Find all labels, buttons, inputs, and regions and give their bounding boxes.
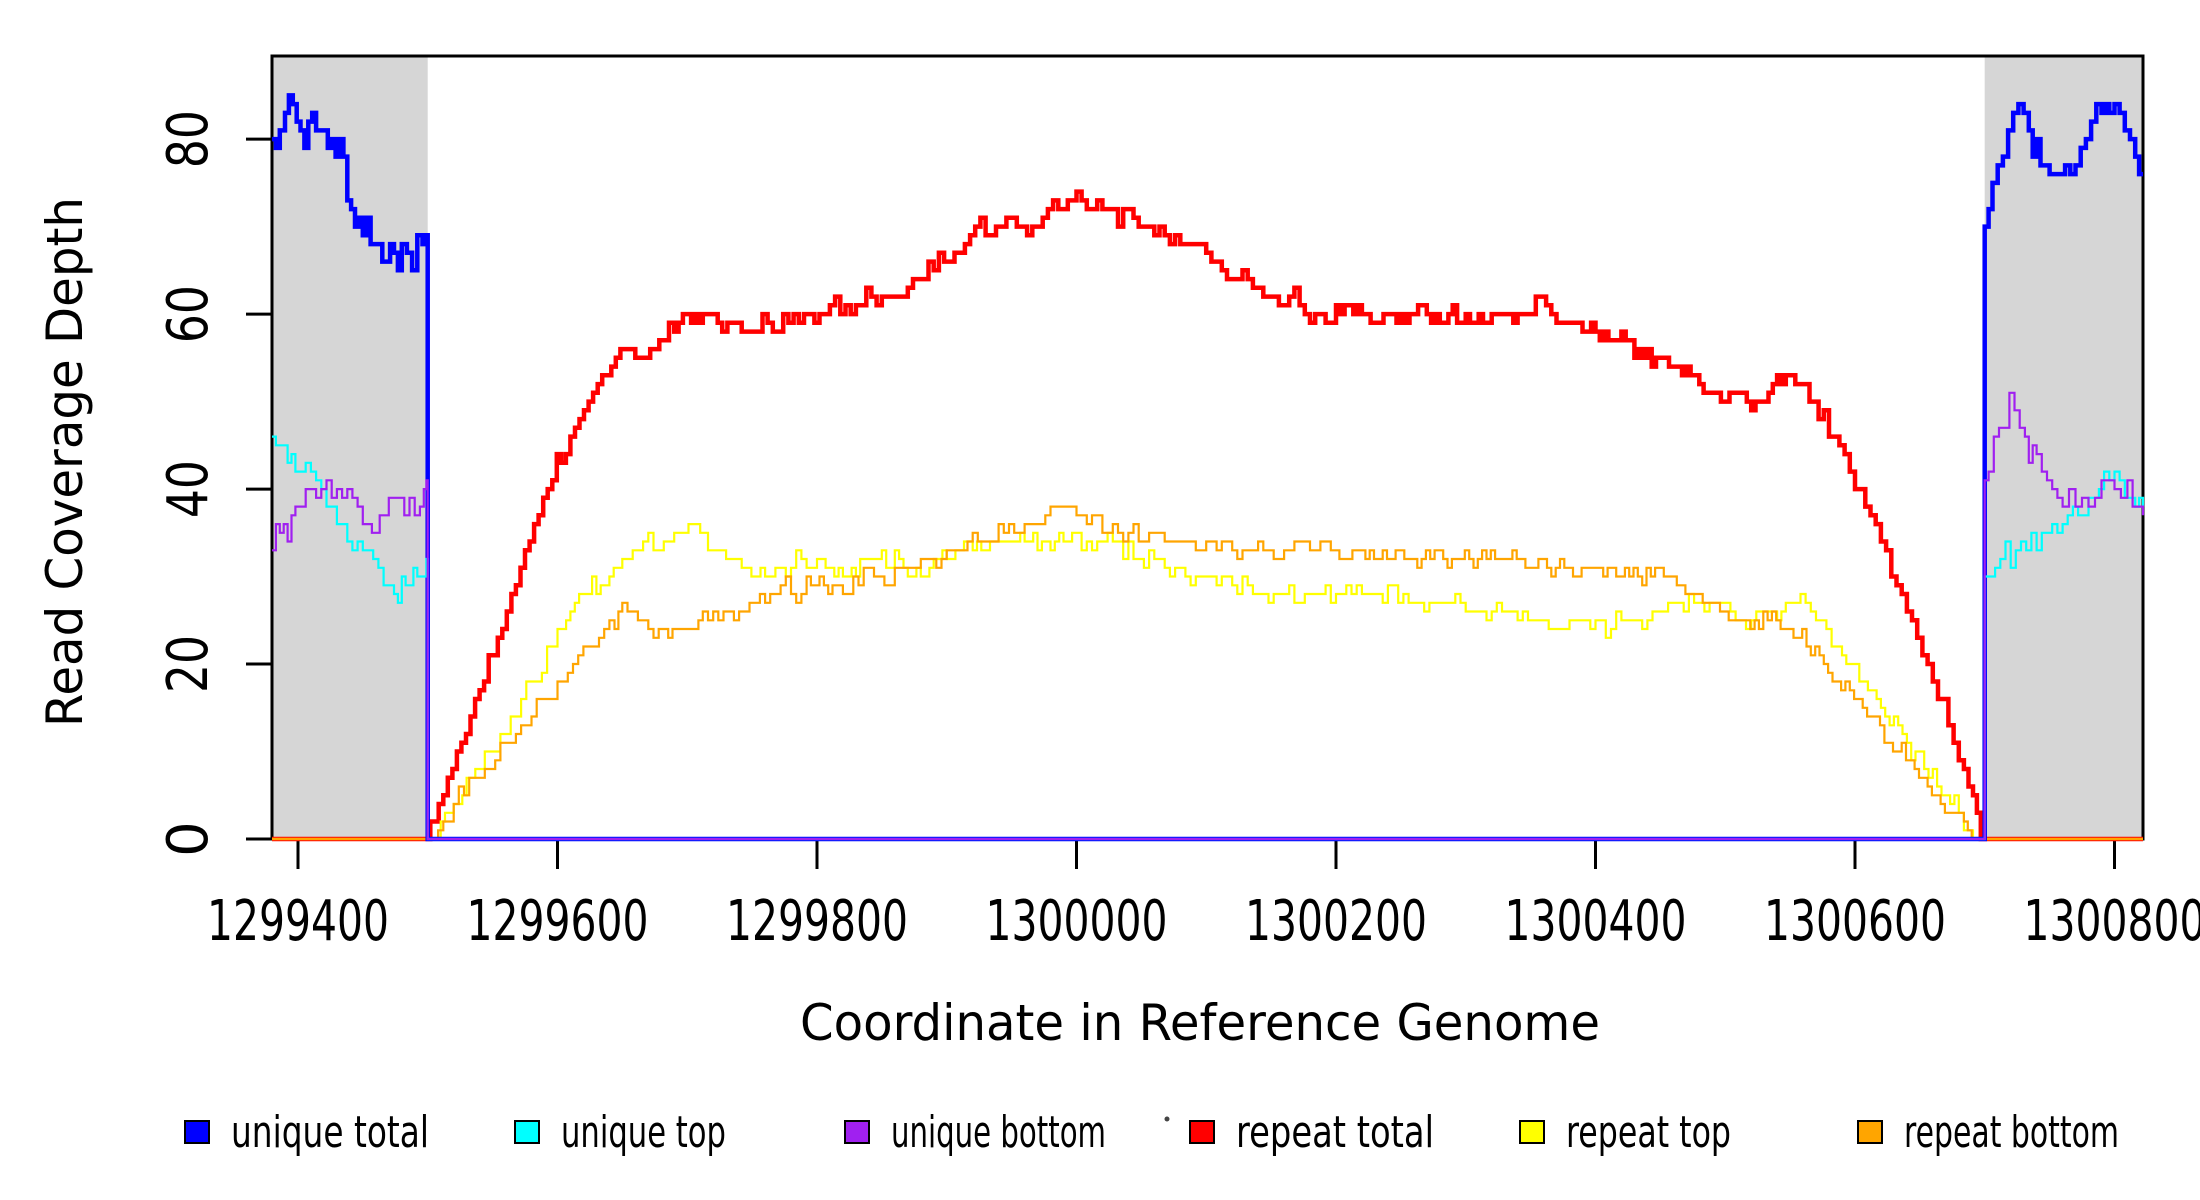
x-tick-label: 1299400 (207, 889, 389, 954)
series-path-unique-top (272, 435, 2145, 841)
y-tick-label: 20 (156, 635, 221, 693)
x-tick-label: 1300200 (1245, 889, 1427, 954)
legend-swatch-unique-bottom (844, 1120, 870, 1144)
legend-swatch-repeat-top (1519, 1120, 1545, 1144)
legend: unique total unique top unique bottom repea… (184, 1107, 2119, 1158)
series-path-unique-total (272, 93, 2143, 842)
legend-item: unique bottom (844, 1107, 1106, 1158)
stray-dot (1164, 1116, 1170, 1122)
x-tick-label: 1300600 (1764, 889, 1946, 954)
legend-item: unique total (184, 1107, 429, 1158)
legend-label: unique top (561, 1107, 726, 1158)
legend-item: unique top (514, 1107, 726, 1158)
plot-frame (270, 54, 2145, 841)
legend-swatch-repeat-bottom (1857, 1120, 1883, 1144)
legend-label: repeat top (1566, 1107, 1731, 1158)
y-tick-label: 60 (156, 285, 221, 343)
x-tick-label: 1299600 (467, 889, 649, 954)
x-tick-label: 1300400 (1505, 889, 1687, 954)
series-path-repeat-bottom (272, 505, 2143, 841)
x-axis-title: Coordinate in Reference Genome (800, 994, 1600, 1052)
x-tick-label: 1300800 (2024, 889, 2200, 954)
y-tick-label: 40 (156, 460, 221, 518)
x-tick-label: 1299800 (726, 889, 908, 954)
legend-label: repeat total (1236, 1107, 1434, 1158)
unique-region-right (1984, 56, 2143, 839)
unique-region-left (272, 56, 428, 839)
y-tick-label: 80 (156, 110, 221, 168)
legend-item: repeat total (1189, 1107, 1434, 1158)
legend-item: repeat top (1519, 1107, 1731, 1158)
legend-swatch-unique-top (514, 1120, 540, 1144)
plot-area: 1299400 1299600 1299800 1300000 1300200 13004… (156, 54, 2200, 954)
x-tick-label: 1300000 (986, 889, 1168, 954)
y-axis-title: Read Coverage Depth (36, 197, 94, 727)
series-path-repeat-top (272, 523, 2143, 841)
legend-swatch-repeat-total (1189, 1120, 1215, 1144)
legend-swatch-unique-total (184, 1120, 210, 1144)
legend-label: repeat bottom (1904, 1107, 2119, 1158)
y-tick-label: 0 (156, 821, 221, 857)
series-path-repeat-total (272, 189, 2143, 842)
legend-item: repeat bottom (1857, 1107, 2119, 1158)
legend-label: unique total (231, 1107, 429, 1158)
legend-label: unique bottom (891, 1107, 1106, 1158)
series-path-unique-bottom (272, 391, 2145, 841)
